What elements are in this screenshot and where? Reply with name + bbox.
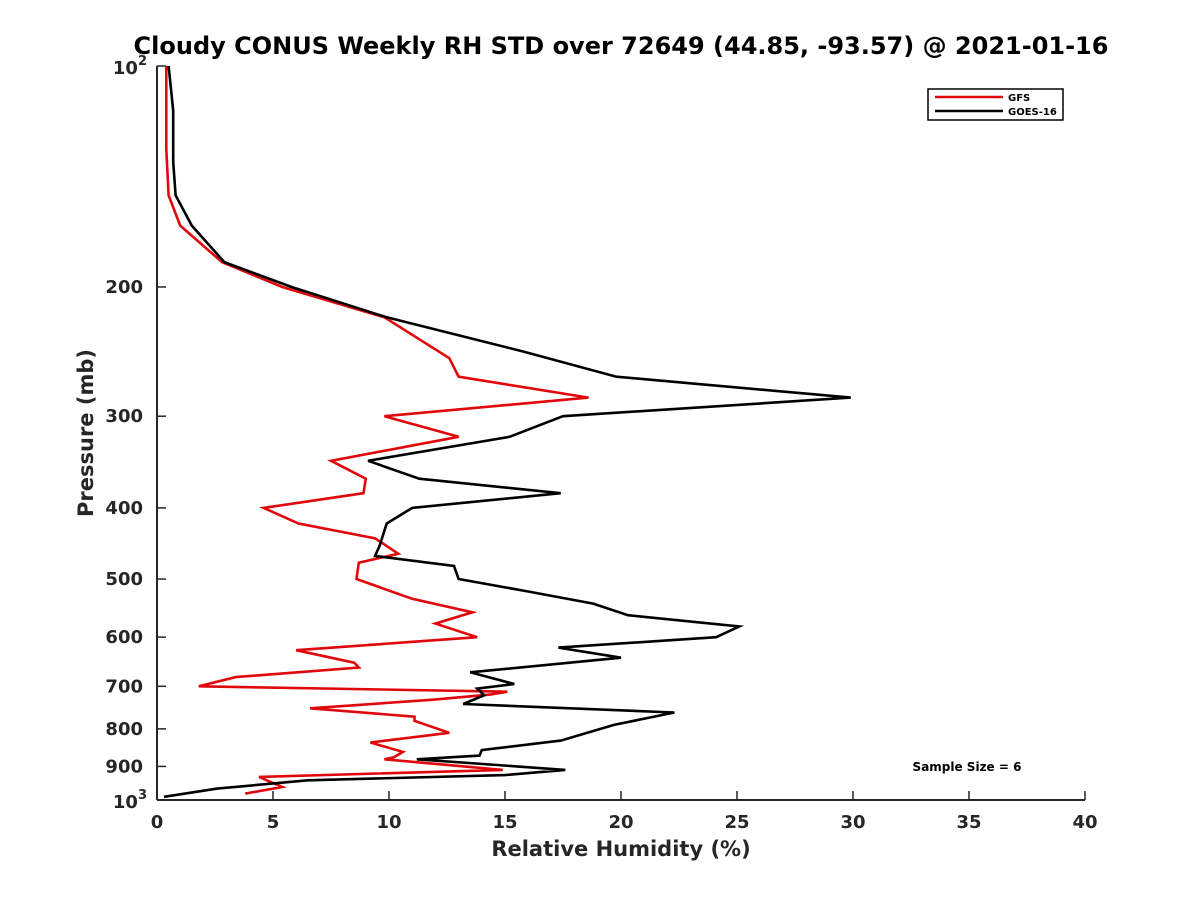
series-line-goes16 bbox=[163, 65, 851, 799]
y-tick-label: 700 bbox=[105, 676, 143, 697]
x-axis-label: Relative Humidity (%) bbox=[491, 837, 750, 861]
y-axis-label: Pressure (mb) bbox=[74, 349, 98, 517]
y-tick-label: 103 bbox=[113, 788, 147, 813]
legend: GFS GOES-16 bbox=[927, 88, 1064, 121]
y-tick-label: 900 bbox=[105, 756, 143, 777]
y-tick-label: 600 bbox=[105, 627, 143, 648]
x-tick-label: 25 bbox=[724, 812, 749, 833]
x-tick-label: 30 bbox=[840, 812, 865, 833]
y-tick-label: 200 bbox=[105, 277, 143, 298]
y-tick-label: 102 bbox=[113, 54, 147, 79]
sample-size-annotation: Sample Size = 6 bbox=[913, 760, 1022, 774]
plot-lines bbox=[163, 65, 851, 799]
y-tick-label: 500 bbox=[105, 569, 143, 590]
legend-box bbox=[927, 88, 1064, 121]
y-tick-label: 800 bbox=[105, 719, 143, 740]
x-tick-label: 35 bbox=[956, 812, 981, 833]
y-ticks: 102 200 300 400 500 600 700 800 900 103 bbox=[105, 54, 166, 813]
x-tick-label: 5 bbox=[267, 812, 280, 833]
x-tick-label: 15 bbox=[492, 812, 517, 833]
chart-title: Cloudy CONUS Weekly RH STD over 72649 (4… bbox=[134, 32, 1109, 60]
x-tick-label: 0 bbox=[151, 812, 164, 833]
legend-label-gfs: GFS bbox=[1008, 93, 1030, 104]
x-tick-label: 20 bbox=[608, 812, 633, 833]
legend-label-goes16: GOES-16 bbox=[1008, 107, 1057, 118]
x-tick-label: 10 bbox=[376, 812, 401, 833]
y-tick-label: 400 bbox=[105, 498, 143, 519]
x-tick-label: 40 bbox=[1072, 812, 1097, 833]
series-line-gfs bbox=[165, 66, 589, 795]
x-ticks: 0 5 10 15 20 25 30 35 40 bbox=[151, 791, 1098, 833]
y-tick-label: 300 bbox=[105, 406, 143, 427]
